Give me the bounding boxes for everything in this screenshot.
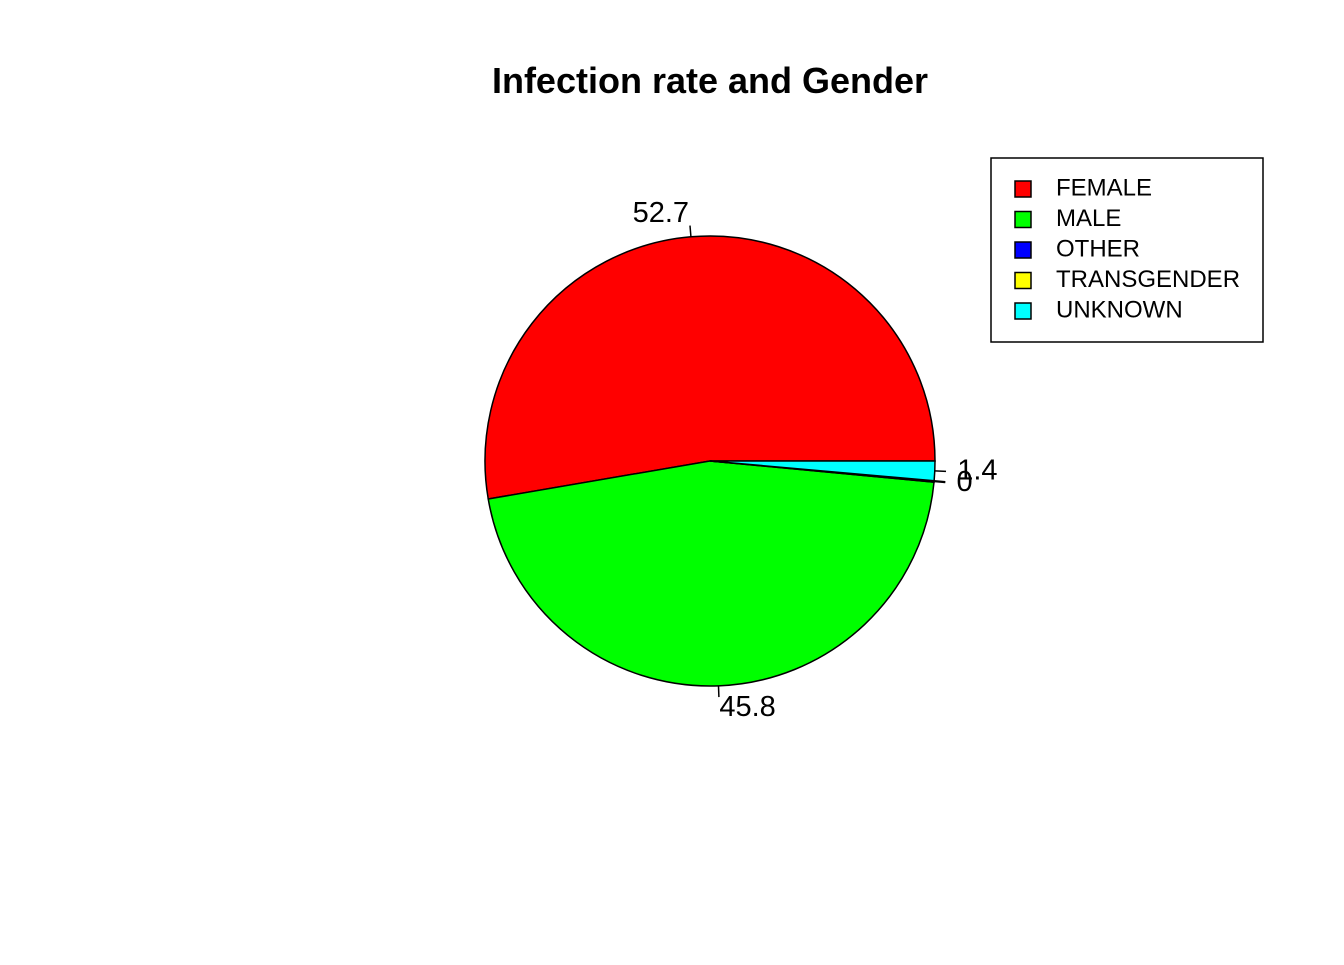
legend-label-male: MALE xyxy=(1056,205,1121,232)
chart-title: Infection rate and Gender xyxy=(492,60,928,101)
slice-tick-transgender xyxy=(934,481,945,482)
slice-label-male: 45.8 xyxy=(719,691,775,723)
legend-swatch-unknown xyxy=(1015,303,1031,319)
legend-label-other: OTHER xyxy=(1056,235,1140,262)
legend-swatch-female xyxy=(1015,181,1031,197)
legend-label-female: FEMALE xyxy=(1056,174,1152,201)
legend: FEMALE MALE OTHER TRANSGENDER UNKNOWN xyxy=(991,158,1263,342)
slice-tick-female xyxy=(690,226,691,237)
pie-slice-male xyxy=(488,461,934,686)
legend-swatch-male xyxy=(1015,212,1031,228)
legend-label-unknown: UNKNOWN xyxy=(1056,296,1183,323)
pie-slices xyxy=(485,236,935,686)
legend-label-transgender: TRANSGENDER xyxy=(1056,266,1240,293)
slice-label-female: 52.7 xyxy=(633,197,689,229)
slice-label-unknown: 1.4 xyxy=(957,455,997,487)
legend-swatch-other xyxy=(1015,242,1031,258)
legend-swatch-transgender xyxy=(1015,273,1031,289)
pie-slice-female xyxy=(485,236,935,499)
